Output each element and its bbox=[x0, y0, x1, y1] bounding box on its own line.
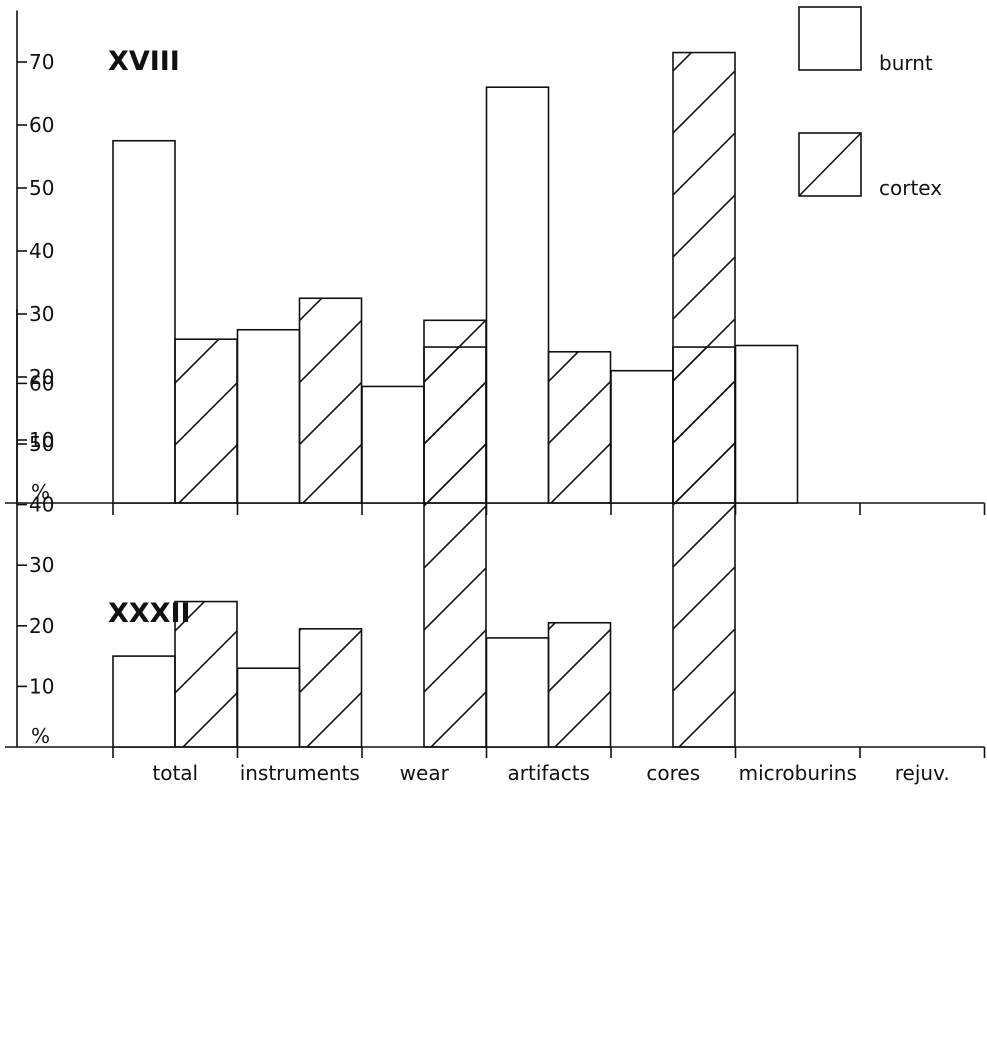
bar-burnt-wear bbox=[361, 385, 425, 504]
y-tick-label: 50 bbox=[29, 432, 54, 456]
chart-panel-1: 10 20 30 40 50 60 70% XVIII burnt cortex bbox=[5, 6, 986, 515]
bar-cortex-total bbox=[174, 600, 238, 748]
category-label: total bbox=[152, 761, 198, 785]
bar-cortex-instruments bbox=[298, 297, 363, 504]
bar-burnt-microburins bbox=[734, 344, 799, 504]
legend-hatch-line bbox=[798, 132, 862, 197]
y-tick-label: 10 bbox=[29, 674, 54, 698]
panel-title: XVIII bbox=[108, 46, 180, 77]
bar-cortex-artifacts bbox=[547, 621, 612, 748]
bar-burnt-cores bbox=[610, 369, 674, 504]
category-label: instruments bbox=[240, 761, 360, 785]
y-tick-label: 60 bbox=[29, 113, 54, 137]
y-tick-label: 40 bbox=[29, 493, 54, 517]
chart-panel-2: 10 20 30 40 50 60% total instruments wear artifac… bbox=[5, 308, 986, 785]
y-tick-label: 60 bbox=[29, 371, 54, 395]
bar-burnt-instruments bbox=[236, 667, 301, 748]
bar-cortex-total bbox=[174, 338, 238, 504]
bar-cortex-wear bbox=[423, 346, 487, 748]
bar-cortex-cores bbox=[672, 346, 736, 748]
bar-burnt-total bbox=[112, 139, 176, 504]
category-label: microburins bbox=[739, 761, 857, 785]
y-tick-label: 30 bbox=[29, 302, 54, 326]
panel-title: XXXII bbox=[108, 598, 191, 629]
bar-cortex-instruments bbox=[298, 628, 363, 748]
category-label: wear bbox=[400, 761, 450, 785]
y-tick-label: 30 bbox=[29, 553, 54, 577]
category-label: cores bbox=[646, 761, 700, 785]
y-tick-label: 20 bbox=[29, 365, 54, 389]
y-tick-label: 70 bbox=[29, 50, 54, 74]
y-axis-unit-label: % bbox=[31, 724, 50, 748]
y-tick-label: 50 bbox=[29, 176, 54, 200]
y-tick-label: 40 bbox=[29, 239, 54, 263]
legend-label-burnt: burnt bbox=[879, 51, 933, 75]
y-tick-label: 10 bbox=[29, 428, 54, 452]
bar-burnt-instruments bbox=[236, 328, 301, 504]
category-label: rejuv. bbox=[895, 761, 950, 785]
legend-label-cortex: cortex bbox=[879, 176, 942, 200]
bar-cortex-artifacts bbox=[547, 350, 612, 504]
legend-swatch-burnt bbox=[798, 6, 862, 71]
category-label: artifacts bbox=[508, 761, 590, 785]
bar-burnt-artifacts bbox=[485, 637, 550, 748]
y-axis-unit-label: % bbox=[31, 480, 50, 504]
y-tick-label: 20 bbox=[29, 614, 54, 638]
legend: burnt cortex bbox=[798, 6, 942, 200]
bar-burnt-total bbox=[112, 655, 176, 748]
bar-burnt-artifacts bbox=[485, 86, 550, 504]
